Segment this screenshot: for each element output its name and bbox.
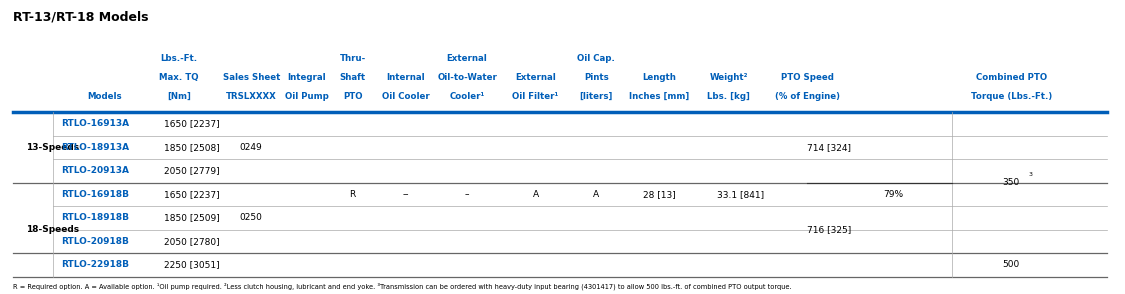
- Text: Thru-: Thru-: [340, 54, 366, 63]
- Text: PTO Speed: PTO Speed: [781, 73, 834, 82]
- Text: RTLO-20918B: RTLO-20918B: [61, 237, 128, 246]
- Text: Lbs. [kg]: Lbs. [kg]: [708, 92, 750, 101]
- Text: Pints: Pints: [584, 73, 609, 82]
- Text: 716 [325]: 716 [325]: [807, 225, 852, 234]
- Text: Oil Cap.: Oil Cap.: [577, 54, 615, 63]
- Text: 500: 500: [1002, 260, 1020, 269]
- Text: Internal: Internal: [386, 73, 425, 82]
- Text: Models: Models: [88, 92, 122, 101]
- Text: RT-13/RT-18 Models: RT-13/RT-18 Models: [12, 10, 148, 23]
- Text: A: A: [532, 190, 539, 199]
- Text: 1850 [2508]: 1850 [2508]: [164, 143, 219, 152]
- Text: Sales Sheet: Sales Sheet: [223, 73, 280, 82]
- Text: RTLO-18913A: RTLO-18913A: [61, 143, 129, 152]
- Text: 2050 [2779]: 2050 [2779]: [164, 166, 219, 175]
- Text: 2250 [3051]: 2250 [3051]: [164, 260, 219, 269]
- Text: Torque (Lbs.-Ft.): Torque (Lbs.-Ft.): [971, 92, 1052, 101]
- Text: External: External: [515, 73, 556, 82]
- Text: 1650 [2237]: 1650 [2237]: [164, 190, 219, 199]
- Text: 1650 [2237]: 1650 [2237]: [164, 119, 219, 128]
- Text: Shaft: Shaft: [340, 73, 366, 82]
- Text: Cooler¹: Cooler¹: [449, 92, 485, 101]
- Text: Combined PTO: Combined PTO: [975, 73, 1047, 82]
- Text: --: --: [402, 190, 408, 199]
- Text: RTLO-16913A: RTLO-16913A: [61, 119, 129, 128]
- Text: [liters]: [liters]: [579, 92, 613, 101]
- Text: 3: 3: [1028, 172, 1033, 177]
- Text: Inches [mm]: Inches [mm]: [629, 92, 690, 101]
- Text: RTLO-18918B: RTLO-18918B: [61, 213, 129, 222]
- Text: TRSLXXXX: TRSLXXXX: [226, 92, 277, 101]
- Text: (% of Engine): (% of Engine): [775, 92, 839, 101]
- Text: Oil Pump: Oil Pump: [285, 92, 328, 101]
- Text: 350: 350: [1002, 178, 1020, 187]
- Text: 28 [13]: 28 [13]: [642, 190, 675, 199]
- Text: Oil Cooler: Oil Cooler: [381, 92, 430, 101]
- Text: Weight²: Weight²: [710, 73, 748, 82]
- Text: 0249: 0249: [240, 143, 262, 152]
- Text: Length: Length: [642, 73, 676, 82]
- Text: 0250: 0250: [240, 213, 262, 222]
- Text: 18-Speeds: 18-Speeds: [26, 225, 79, 234]
- Text: Integral: Integral: [287, 73, 326, 82]
- Text: 33.1 [841]: 33.1 [841]: [718, 190, 765, 199]
- Text: 1850 [2509]: 1850 [2509]: [164, 213, 219, 222]
- Text: Max. TQ: Max. TQ: [159, 73, 198, 82]
- Text: R = Required option. A = Available option. ¹Oil pump required. ²Less clutch hous: R = Required option. A = Available optio…: [12, 282, 791, 290]
- Text: 79%: 79%: [883, 190, 903, 199]
- Text: RTLO-16918B: RTLO-16918B: [61, 190, 129, 199]
- Text: 714 [324]: 714 [324]: [807, 143, 852, 152]
- Text: A: A: [593, 190, 600, 199]
- Text: R: R: [350, 190, 356, 199]
- Text: Oil-to-Water: Oil-to-Water: [438, 73, 497, 82]
- Text: 13-Speeds: 13-Speeds: [26, 143, 79, 152]
- Text: PTO: PTO: [343, 92, 362, 101]
- Text: Oil Filter¹: Oil Filter¹: [512, 92, 559, 101]
- Text: [Nm]: [Nm]: [166, 92, 190, 101]
- Text: Lbs.-Ft.: Lbs.-Ft.: [160, 54, 197, 63]
- Text: RTLO-20913A: RTLO-20913A: [61, 166, 129, 175]
- Text: –: –: [465, 190, 469, 199]
- Text: External: External: [447, 54, 487, 63]
- Text: RTLO-22918B: RTLO-22918B: [61, 260, 129, 269]
- Text: 2050 [2780]: 2050 [2780]: [164, 237, 219, 246]
